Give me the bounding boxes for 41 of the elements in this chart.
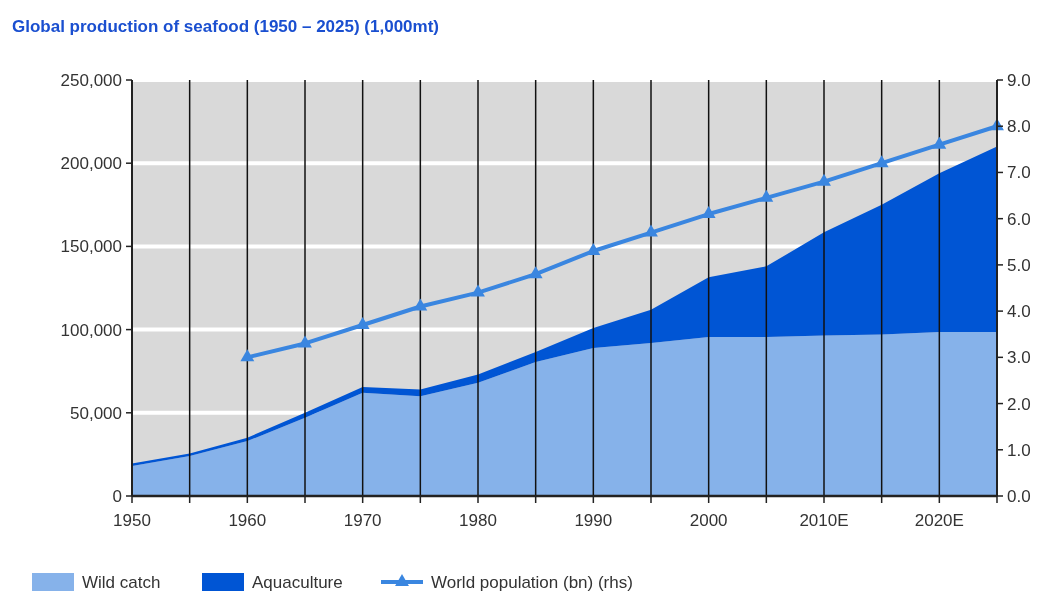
y2-tick-label: 9.0 [1007, 70, 1031, 90]
y2-tick-label: 8.0 [1007, 117, 1031, 137]
x-tick-label: 2020E [914, 511, 964, 530]
point [471, 284, 485, 297]
y-tick-label: 250,000 [60, 70, 122, 90]
legend-label: Wild catch [82, 572, 161, 592]
point [817, 173, 831, 186]
point [240, 349, 255, 362]
x-tick-label: 2000 [689, 511, 728, 530]
x-tick-label: 1950 [113, 511, 151, 530]
x-tick-label: 2010E [799, 511, 849, 530]
chart-title: Global production of seafood (1950 – 2025) (1,000mt) [12, 17, 439, 36]
x-tick-label: 1990 [574, 511, 613, 530]
y-tick-label: 0 [112, 486, 122, 506]
y2-tick-label: 2.0 [1007, 394, 1031, 414]
y2-tick-label: 4.0 [1007, 302, 1031, 322]
legend-label: World population (bn) (rhs) [431, 572, 633, 592]
point [701, 206, 716, 219]
y2-tick-label: 5.0 [1007, 255, 1031, 275]
point [298, 335, 312, 348]
y-tick-label: 100,000 [60, 320, 122, 340]
point [528, 266, 543, 279]
y2-tick-label: 1.0 [1007, 440, 1031, 460]
point [932, 136, 947, 149]
point [413, 298, 428, 311]
y2-tick-label: 0.0 [1007, 486, 1031, 506]
point [759, 189, 774, 202]
legend-label: Aquaculture [252, 572, 343, 592]
y-tick-label: 150,000 [60, 237, 122, 257]
point [644, 224, 658, 237]
x-tick-label: 1980 [459, 511, 497, 530]
y2-tick-label: 7.0 [1007, 163, 1031, 183]
point [874, 155, 889, 168]
y-tick-label: 200,000 [60, 154, 122, 174]
point [586, 243, 601, 256]
x-tick-label: 1970 [343, 511, 382, 530]
point [355, 316, 370, 329]
y2-tick-label: 3.0 [1007, 348, 1031, 368]
x-tick-label: 1960 [228, 511, 267, 530]
y-tick-label: 50,000 [70, 403, 122, 423]
y2-tick-label: 6.0 [1007, 209, 1031, 229]
